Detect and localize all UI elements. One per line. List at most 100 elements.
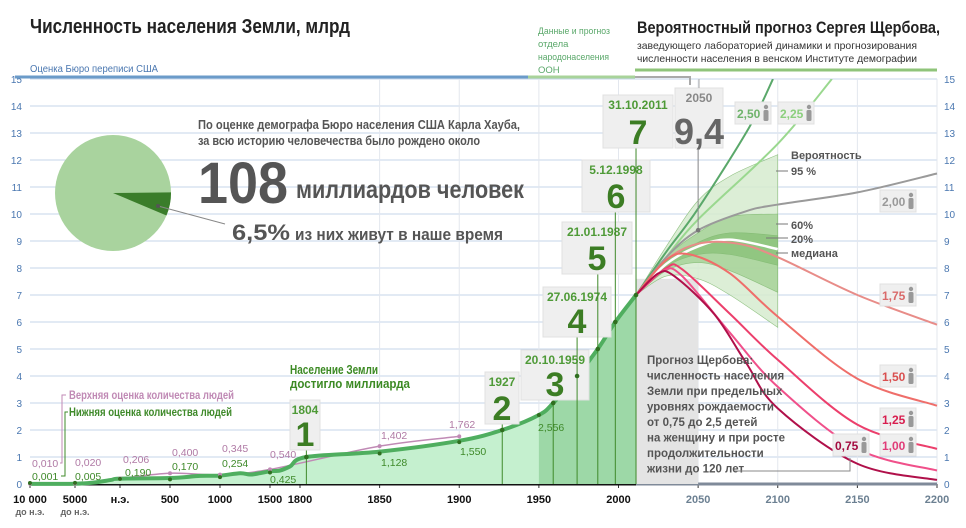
fertility-label: 2,50: [737, 107, 761, 121]
x-tick-label: 1950: [527, 494, 551, 506]
chart-title: Численность населения Земли, млрд: [30, 16, 350, 38]
milestone-point: [613, 319, 618, 325]
x-tick-sublabel: до н.э.: [60, 507, 89, 517]
person-body: [908, 442, 914, 453]
forecast-note: Прогноз Щербова: численность населения Зем…: [646, 355, 785, 476]
y-tick-left: 3: [16, 399, 22, 410]
fertility-line-1-50: [635, 252, 938, 407]
x-tick-label: 2100: [766, 494, 790, 506]
lower-estimate-label: 0,425: [270, 474, 296, 486]
y-tick-left: 2: [16, 426, 22, 437]
probability-title: Вероятность: [791, 150, 862, 162]
y-tick-left: 0: [16, 480, 22, 491]
billion-note-2: достигло миллиарда: [290, 376, 411, 391]
lower-estimate-label: 0,001: [32, 471, 58, 483]
x-tick-label: н.э.: [111, 494, 130, 506]
milestone-date: 2050: [686, 91, 713, 105]
person-head: [861, 436, 867, 442]
un-forecast-zone: [636, 278, 699, 484]
un-label-3: народонаселения: [538, 52, 609, 63]
lower-estimate-label: 0,005: [75, 471, 101, 483]
y-tick-left: 13: [11, 129, 23, 140]
fertility-label: 1,00: [882, 439, 906, 453]
milestone-number: 3: [546, 366, 565, 404]
fertility-label: 2,25: [780, 107, 804, 121]
lower-estimate-label: 1,550: [460, 446, 486, 458]
p60-label: 60%: [791, 220, 813, 232]
x-tick-label: 1000: [208, 494, 232, 506]
fertility-label: 0,75: [835, 439, 859, 453]
lower-estimate-point: [28, 480, 32, 485]
forecast-note-line: продолжительности: [647, 448, 764, 460]
x-tick-label: 1800: [288, 494, 312, 506]
lower-estimate-point: [536, 412, 541, 417]
person-icon: [908, 436, 914, 453]
pie-leader-line: [157, 205, 226, 225]
y-tick-left: 5: [16, 345, 22, 356]
person-body: [908, 373, 914, 384]
fertility-label-box: [879, 283, 917, 307]
note-leader: [735, 458, 851, 472]
upper-legend-bracket: [60, 394, 66, 464]
lower-estimate-point: [218, 475, 222, 480]
pie-big-number: 108: [198, 151, 288, 216]
pie-leader-dot: [156, 204, 160, 208]
milestone-box: [674, 87, 724, 149]
fertility-label-box: [879, 407, 917, 431]
fertility-line-1-25: [635, 263, 938, 450]
person-head: [908, 286, 914, 292]
lower-legend-bracket: [61, 411, 68, 477]
y-tick-left: 15: [11, 75, 23, 86]
upper-estimate-label: 0,020: [75, 457, 101, 469]
pie-text-line1: По оценке демографа Бюро населения США К…: [198, 117, 520, 132]
y-tick-left: 8: [16, 264, 22, 275]
pie-chart: [55, 135, 226, 251]
upper-estimate-label: 1,762: [449, 419, 475, 431]
milestone-box: [484, 371, 520, 425]
lower-estimate-label: 2,556: [538, 422, 564, 434]
scherbov-subtitle-2: численности населения в венском Институт…: [637, 53, 917, 65]
milestone-date: 21.01.1987: [567, 225, 627, 239]
lower-estimate-label: 0,170: [172, 461, 198, 473]
milestone-point: [633, 292, 639, 298]
forecast-layer: [635, 79, 938, 481]
lower-estimate-point: [268, 470, 272, 475]
forecast-note-line: от 0,75 до 2,5 детей: [647, 417, 758, 429]
x-tick-label: 10 000: [13, 494, 47, 506]
y-tick-right: 13: [944, 129, 956, 140]
milestone-box: [542, 286, 612, 338]
forecast-note-line: жизни до 120 лет: [646, 464, 744, 476]
y-tick-right: 3: [944, 399, 950, 410]
person-head: [908, 436, 914, 442]
person-head: [806, 104, 812, 110]
y-tick-right: 9: [944, 237, 950, 248]
un-label-4: ООН: [538, 65, 560, 76]
x-tick-label: 1850: [367, 494, 391, 506]
milestone-number: 9,4: [674, 111, 724, 152]
milestone-number: 4: [568, 303, 587, 341]
p95-label: 95 %: [791, 166, 816, 178]
y-tick-right: 2: [944, 426, 950, 437]
billion-note-1: Население Земли: [290, 362, 378, 377]
forecast-note-line: численность населения: [647, 371, 784, 383]
milestone-date: 5.12.1998: [589, 163, 643, 177]
x-tick-label: 2050: [686, 494, 710, 506]
milestone-number: 1: [296, 416, 315, 454]
upper-estimate-point: [268, 467, 272, 472]
milestone-number: 5: [588, 240, 607, 278]
milestone-point: [550, 400, 556, 406]
milestone-date: 1804: [292, 403, 319, 417]
lower-estimate-point: [73, 480, 77, 485]
milestone-box: [289, 399, 321, 451]
person-body: [908, 198, 914, 209]
pie-share-text: из них живут в наше время: [295, 225, 503, 244]
milestone-date: 31.10.2011: [608, 98, 668, 112]
person-head: [908, 192, 914, 198]
y-tick-left: 4: [16, 372, 22, 383]
milestone-number: 7: [629, 114, 648, 152]
person-head: [908, 410, 914, 416]
milestone-date: 1927: [489, 375, 516, 389]
x-tick-sublabel: до н.э.: [15, 507, 44, 517]
person-icon: [908, 367, 914, 384]
